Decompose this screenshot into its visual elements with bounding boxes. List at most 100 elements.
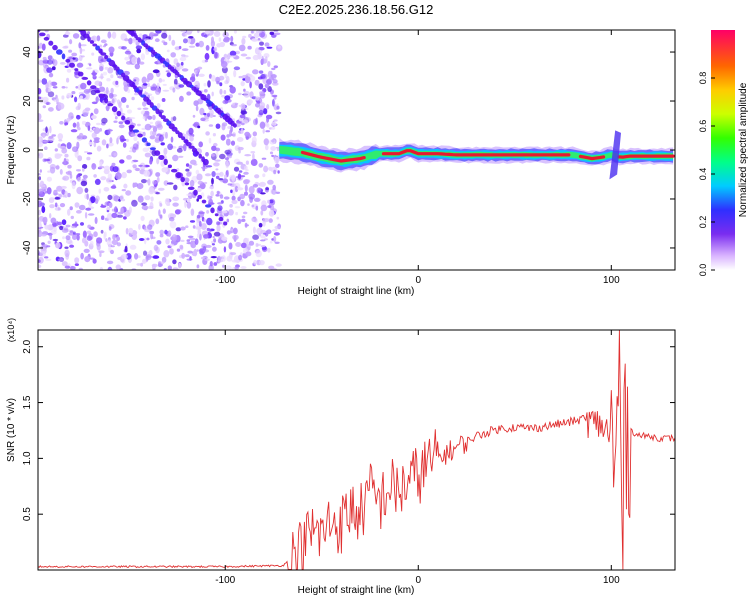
noise-speckle	[276, 216, 280, 220]
noise-speckle	[47, 55, 53, 61]
noise-speckle	[276, 105, 280, 110]
noise-speckle	[244, 222, 248, 228]
spectrogram-panel: -100 0 100 -40 -20 0 20 40 Height of straight …	[6, 29, 676, 297]
noise-speckle	[203, 234, 210, 239]
signal-spike	[609, 130, 621, 180]
noise-speckle	[263, 138, 269, 146]
noise-speckle	[230, 125, 233, 133]
noise-speckle	[120, 96, 127, 103]
noise-streak-blob	[94, 90, 101, 94]
noise-speckle	[49, 163, 57, 170]
noise-speckle	[100, 176, 107, 181]
noise-speckle	[90, 196, 96, 204]
noise-speckle	[59, 62, 66, 65]
figure-title: C2E2.2025.236.18.56.G12	[279, 2, 434, 17]
snr-plot-area	[38, 330, 675, 570]
noise-speckle	[216, 224, 221, 232]
noise-speckle	[267, 247, 271, 253]
noise-speckle	[209, 261, 213, 267]
noise-speckle	[59, 169, 63, 175]
colorbar-tick-label: 0.2	[698, 216, 708, 229]
noise-speckle	[267, 61, 271, 67]
noise-streak-blob	[171, 168, 178, 173]
noise-speckle	[106, 213, 113, 221]
noise-speckle	[221, 94, 226, 98]
noise-speckle	[215, 151, 219, 158]
noise-speckle	[204, 52, 210, 61]
noise-streak-blob	[218, 216, 224, 222]
noise-speckle	[82, 174, 88, 179]
noise-speckle	[245, 251, 252, 257]
spectrogram-x-ticks: -100 0 100	[215, 30, 620, 286]
noise-speckle	[253, 197, 261, 202]
noise-speckle	[159, 203, 163, 207]
spectrogram-y-label: Frequency (Hz)	[6, 116, 17, 185]
noise-speckle	[110, 185, 117, 189]
noise-speckle	[252, 226, 256, 234]
noise-speckle	[232, 227, 238, 235]
noise-speckle	[203, 89, 208, 93]
noise-speckle	[101, 215, 105, 220]
noise-speckle	[213, 231, 221, 237]
noise-speckle	[197, 228, 201, 235]
noise-speckle	[113, 152, 117, 157]
noise-speckle	[272, 99, 275, 107]
noise-speckle	[215, 175, 220, 180]
noise-speckle	[154, 138, 161, 143]
noise-speckle	[82, 168, 85, 172]
noise-speckle	[77, 155, 83, 162]
noise-speckle	[115, 264, 122, 270]
noise-speckle	[198, 40, 204, 48]
noise-speckle	[220, 60, 228, 68]
noise-speckle	[211, 171, 216, 177]
noise-speckle	[76, 169, 81, 172]
noise-speckle	[148, 186, 155, 195]
noise-speckle	[254, 174, 260, 179]
noise-speckle	[181, 48, 189, 51]
noise-speckle	[175, 227, 182, 232]
noise-speckle	[94, 178, 101, 185]
noise-speckle	[211, 243, 215, 246]
noise-speckle	[64, 246, 69, 249]
noise-speckle	[61, 219, 67, 226]
noise-speckle	[86, 193, 89, 200]
noise-speckle	[67, 170, 72, 175]
noise-speckle	[113, 120, 118, 123]
noise-speckle	[180, 61, 184, 66]
noise-speckle	[38, 50, 42, 59]
noise-speckle	[163, 180, 169, 186]
noise-speckle	[48, 197, 55, 204]
noise-speckle	[98, 165, 105, 169]
noise-speckle	[137, 107, 142, 111]
noise-speckle	[243, 179, 250, 185]
noise-speckle	[136, 263, 141, 266]
noise-speckle	[107, 128, 112, 135]
noise-speckle	[203, 218, 206, 223]
noise-streak-blob	[104, 54, 109, 60]
noise-speckle	[38, 141, 44, 148]
noise-speckle	[154, 87, 161, 95]
noise-speckle	[260, 102, 266, 109]
noise-speckle	[118, 121, 124, 125]
colorbar-gradient	[711, 30, 735, 270]
noise-speckle	[186, 91, 192, 96]
noise-speckle	[106, 143, 109, 149]
noise-speckle	[42, 56, 47, 61]
noise-speckle	[66, 92, 73, 98]
noise-speckle	[260, 74, 266, 79]
noise-speckle	[44, 30, 49, 33]
noise-speckle	[142, 83, 148, 86]
noise-speckle	[155, 218, 160, 225]
noise-speckle	[238, 75, 244, 79]
noise-speckle	[207, 80, 211, 88]
noise-speckle	[272, 79, 278, 84]
noise-speckle	[252, 153, 255, 161]
noise-speckle	[77, 177, 81, 182]
noise-speckle	[208, 137, 212, 144]
noise-speckle	[62, 236, 65, 240]
noise-streak-blob	[132, 85, 137, 90]
noise-speckle	[95, 195, 100, 202]
noise-speckle	[38, 79, 42, 84]
noise-speckle	[57, 133, 64, 140]
